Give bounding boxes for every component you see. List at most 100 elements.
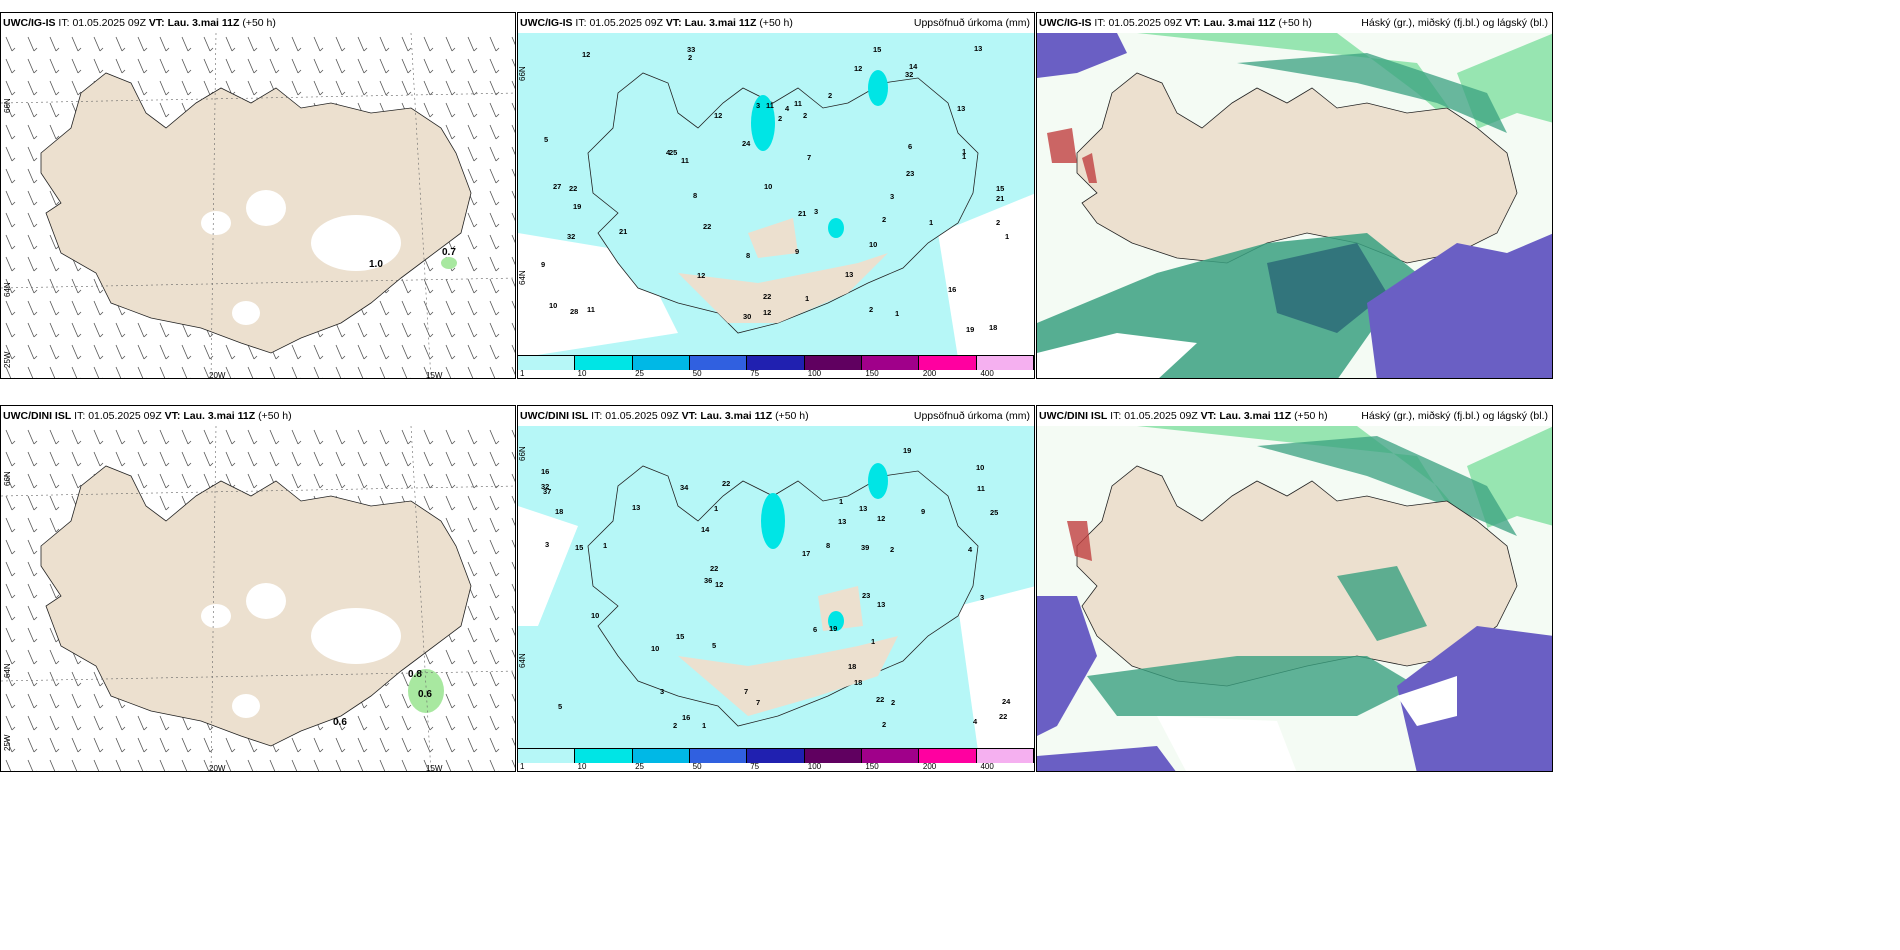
precip-value: 9 (921, 507, 926, 516)
precip-value: 10 (764, 182, 773, 191)
precip-value: 6 (908, 142, 913, 151)
lon-label-left: 25W (3, 734, 12, 751)
panel-header: UWC/IG-IS IT: 01.05.2025 09Z VT: Lau. 3.… (518, 13, 1034, 33)
precip-max (751, 95, 775, 151)
precip-value: 12 (715, 580, 724, 589)
precip-value: 3 (890, 192, 895, 201)
precip-value: 10 (591, 611, 600, 620)
precip-value: 11 (794, 99, 802, 108)
panel-right-label: Háský (gr.), miðský (fj.bl.) og lágský (… (1361, 410, 1548, 422)
wind-value: 1.0 (369, 259, 383, 270)
precip-value: 16 (682, 713, 691, 722)
lat-label: 64N (3, 282, 12, 297)
precip-value: 22 (710, 564, 719, 573)
precip-value: 22 (569, 184, 578, 193)
precip-value: 32 (905, 70, 914, 79)
precip-max (828, 218, 844, 238)
iceland-landmass (1076, 72, 1518, 264)
precip-value: 14 (909, 62, 918, 71)
precip-value: 10 (976, 463, 985, 472)
legend-swatch (575, 749, 633, 763)
precip-value: 2 (869, 305, 874, 314)
legend-swatch (518, 356, 576, 370)
precip-value: 18 (555, 507, 564, 516)
legend-swatch (575, 356, 633, 370)
low-cloud (1037, 596, 1097, 736)
legend-swatch (861, 356, 920, 370)
precip-value: 12 (854, 64, 863, 73)
precip-value: 2 (673, 721, 678, 730)
precip-value: 19 (573, 202, 582, 211)
precip-value: 15 (996, 184, 1005, 193)
dry-land (678, 253, 888, 323)
precip-value: 12 (582, 50, 591, 59)
legend-label: 50 (692, 762, 702, 771)
clear-sky (1397, 676, 1457, 726)
wind-map (1, 426, 515, 771)
precip-value: 9 (795, 247, 800, 256)
precip-value: 18 (989, 323, 998, 332)
precip-value: 8 (693, 191, 698, 200)
wind-value: 0.6 (333, 717, 347, 728)
precip-value: 8 (826, 541, 831, 550)
legend-swatch (632, 356, 690, 370)
precip-value: 18 (848, 662, 857, 671)
precip-value: 1 (839, 497, 844, 506)
precip-value: 13 (957, 104, 966, 113)
legend-bar (518, 356, 1034, 370)
panel-cloud-igis: UWC/IG-IS IT: 01.05.2025 09Z VT: Lau. 3.… (1036, 12, 1553, 379)
lat-label: 66N (3, 98, 12, 113)
precip-value: 3 (980, 593, 985, 602)
low-cloud (1397, 626, 1552, 771)
lon-label: 20W (209, 764, 226, 772)
panel-precip-dini: UWC/DINI ISL IT: 01.05.2025 09Z VT: Lau.… (517, 405, 1035, 772)
precip-value: 16 (948, 285, 957, 294)
legend-swatch (518, 749, 576, 763)
glacier (246, 583, 286, 619)
precip-value: 21 (996, 194, 1005, 203)
precip-map (518, 33, 1034, 358)
precip-value: 5 (712, 641, 717, 650)
clear-sky (1037, 333, 1197, 378)
wind-shade (441, 257, 457, 269)
precip-value: 13 (877, 600, 886, 609)
legend-swatch (976, 749, 1034, 763)
legend-label: 50 (692, 369, 702, 378)
lat-label: 66N (518, 66, 527, 81)
precip-value: 1 (702, 721, 707, 730)
precip-value: 3 (545, 540, 550, 549)
precip-value: 32 (567, 232, 576, 241)
precip-value: 2 (882, 215, 887, 224)
precip-value: 25 (669, 148, 678, 157)
precip-value: 13 (632, 503, 641, 512)
precip-value: 10 (869, 240, 878, 249)
precip-value: 28 (570, 307, 579, 316)
legend-label: 1 (520, 369, 525, 378)
legend-label: 150 (865, 369, 879, 378)
precip-value: 34 (680, 483, 689, 492)
legend-swatch (919, 749, 977, 763)
mid-cloud (1237, 53, 1507, 133)
precip-value: 22 (703, 222, 712, 231)
precip-value: 10 (549, 301, 558, 310)
precip-value: 5 (558, 702, 563, 711)
precip-value: 15 (873, 45, 882, 54)
precip-value: 22 (876, 695, 885, 704)
precip-legend: 1 10 25 50 75 100 150 200 400 (518, 355, 1034, 378)
precip-value: 13 (838, 517, 847, 526)
dry-area (518, 506, 578, 626)
legend-swatch (689, 356, 748, 370)
legend-bar (518, 749, 1034, 763)
precip-value: 1 (871, 637, 876, 646)
precip-value: 1 (805, 294, 810, 303)
precip-value: 2 (778, 114, 783, 123)
precip-value: 12 (714, 111, 723, 120)
legend-label: 400 (980, 369, 994, 378)
glacier-vatnajokull (311, 608, 401, 664)
precip-max (868, 70, 888, 106)
precip-value: 33 (687, 45, 696, 54)
precip-value: 12 (697, 271, 706, 280)
precip-value: 7 (744, 687, 749, 696)
panel-precip-igis: UWC/IG-IS IT: 01.05.2025 09Z VT: Lau. 3.… (517, 12, 1035, 379)
precip-value: 8 (746, 251, 751, 260)
